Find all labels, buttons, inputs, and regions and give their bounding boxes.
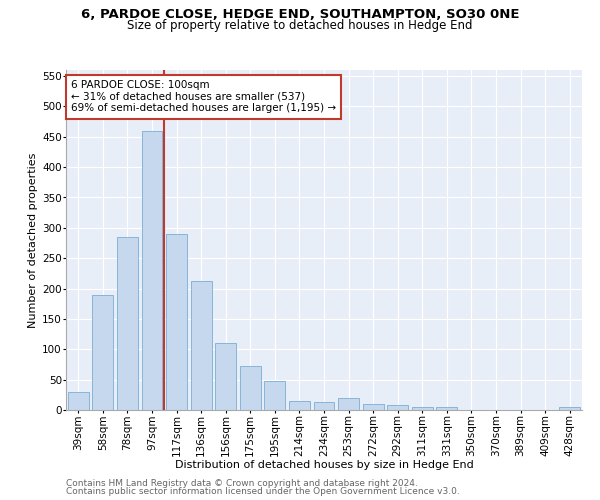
Bar <box>265 382 286 410</box>
Bar <box>117 237 138 410</box>
Bar <box>559 407 580 410</box>
Bar <box>215 343 236 410</box>
Bar <box>387 405 408 410</box>
Bar <box>142 130 163 410</box>
Text: Contains public sector information licensed under the Open Government Licence v3: Contains public sector information licen… <box>66 487 460 496</box>
Bar <box>166 234 187 410</box>
Bar <box>191 280 212 410</box>
Bar <box>412 407 433 410</box>
Bar <box>362 404 383 410</box>
Y-axis label: Number of detached properties: Number of detached properties <box>28 152 38 328</box>
Text: Contains HM Land Registry data © Crown copyright and database right 2024.: Contains HM Land Registry data © Crown c… <box>66 478 418 488</box>
Bar <box>240 366 261 410</box>
Bar <box>92 294 113 410</box>
Bar <box>338 398 359 410</box>
X-axis label: Distribution of detached houses by size in Hedge End: Distribution of detached houses by size … <box>175 460 473 470</box>
Bar <box>289 401 310 410</box>
Bar <box>68 392 89 410</box>
Text: Size of property relative to detached houses in Hedge End: Size of property relative to detached ho… <box>127 19 473 32</box>
Text: 6 PARDOE CLOSE: 100sqm
← 31% of detached houses are smaller (537)
69% of semi-de: 6 PARDOE CLOSE: 100sqm ← 31% of detached… <box>71 80 336 114</box>
Text: 6, PARDOE CLOSE, HEDGE END, SOUTHAMPTON, SO30 0NE: 6, PARDOE CLOSE, HEDGE END, SOUTHAMPTON,… <box>81 8 519 20</box>
Bar <box>436 407 457 410</box>
Bar <box>314 402 334 410</box>
